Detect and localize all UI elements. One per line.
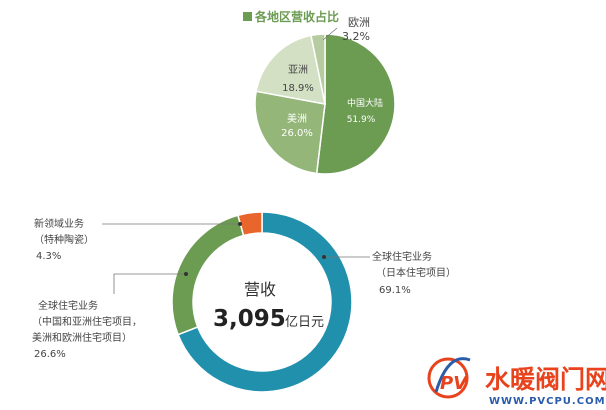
donut-slice-0 (177, 211, 353, 393)
pie-slice-2 (255, 34, 326, 105)
callout-overseas-label: 全球住宅业务 (38, 299, 98, 312)
title-legend-marker (243, 12, 252, 21)
slice-value-americas: 26.0% (281, 128, 313, 139)
watermark-brand: 水暖阀门网 (485, 365, 606, 394)
slice-value-china: 51.9% (347, 115, 376, 125)
callout-newbiz-value: 4.3% (36, 251, 61, 262)
callout-overseas-sublabel2: 美洲和欧洲住宅项目） (32, 331, 132, 344)
newbiz-leader-dot (238, 222, 242, 226)
callout-newbiz-sublabel: （特种陶瓷） (34, 233, 94, 246)
slice-label-europe: 欧洲 (348, 16, 370, 29)
callout-japan-sublabel: （日本住宅项目） (376, 266, 456, 279)
logo-swoosh (434, 357, 471, 393)
donut-slice-2 (237, 211, 263, 237)
slice-value-europe: 3.2% (342, 30, 370, 43)
donut-center-value: 3,095 (213, 306, 286, 332)
pie-slices (254, 33, 396, 175)
region-pie-chart: 各地区营收占比 中国大陆 51.9% 美洲 26.0% 亚洲 18.9% 欧洲 … (243, 9, 396, 175)
callout-japan-value: 69.1% (379, 285, 411, 296)
donut-slices (171, 211, 353, 393)
slice-label-asia: 亚洲 (288, 64, 308, 76)
donut-center-label: 营收 (244, 280, 276, 299)
pie-slice-3 (310, 33, 326, 105)
callout-japan-label: 全球住宅业务 (372, 250, 432, 263)
slice-label-americas: 美洲 (287, 112, 307, 125)
callout-newbiz-label: 新领域业务 (34, 217, 84, 230)
overseas-leader-line (113, 273, 186, 294)
pie-slice-1 (254, 90, 326, 175)
slice-value-asia: 18.9% (282, 83, 314, 94)
watermark-logo: PV (427, 357, 471, 399)
logo-letters: PV (440, 373, 469, 394)
revenue-donut-chart: 营收 3,095 亿日元 全球住宅业务 （日本住宅项目） 69.1% 全球住宅业… (32, 211, 456, 393)
pie-slice-0 (315, 33, 396, 175)
callout-overseas-value: 26.6% (34, 349, 66, 360)
europe-leader-line (322, 27, 338, 41)
pie-title: 各地区营收占比 (254, 9, 339, 24)
watermark-url: WWW.PVCPU.COM (489, 396, 606, 407)
slice-label-china: 中国大陆 (347, 97, 383, 109)
watermark: PV 水暖阀门网 WWW.PVCPU.COM (427, 357, 606, 407)
callout-overseas-sublabel: （中国和亚洲住宅项目， (32, 315, 142, 328)
japan-leader-dot (322, 255, 326, 259)
donut-center-unit: 亿日元 (285, 315, 324, 330)
overseas-leader-dot (184, 272, 188, 276)
